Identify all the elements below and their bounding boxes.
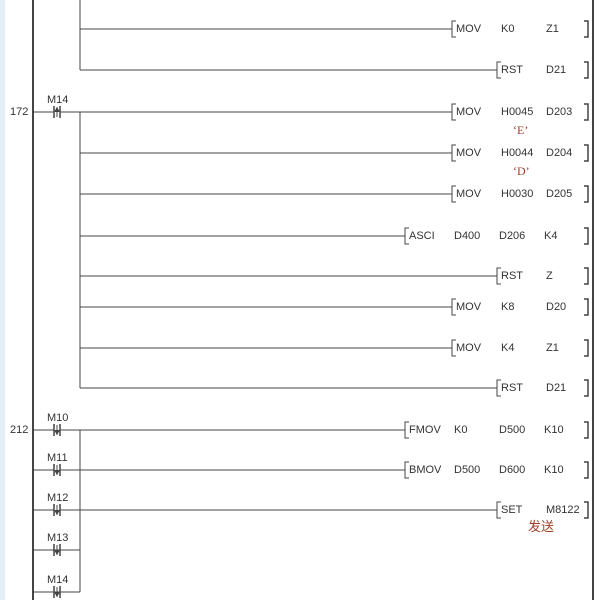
instruction-mnemonic[interactable]: RST: [501, 270, 523, 282]
instruction-close-bracket: [584, 379, 589, 397]
instruction-operand[interactable]: K4: [544, 230, 558, 242]
instruction-operand[interactable]: K8: [501, 301, 515, 313]
instruction-close-bracket: [584, 267, 589, 285]
instruction-mnemonic[interactable]: MOV: [456, 106, 482, 118]
instruction-operand[interactable]: Z: [546, 270, 553, 282]
instruction-operand[interactable]: Z1: [546, 23, 559, 35]
instruction-open-bracket: [403, 421, 409, 439]
instruction-mnemonic[interactable]: RST: [501, 64, 523, 76]
instruction-operand[interactable]: Z1: [546, 342, 559, 354]
contact-label: M13: [47, 532, 69, 544]
instruction-open-bracket: [450, 298, 456, 316]
instruction-close-bracket: [584, 339, 589, 357]
instruction-open-bracket: [450, 103, 456, 121]
contact-m14[interactable]: [48, 106, 66, 118]
instruction-operand[interactable]: K0: [454, 424, 468, 436]
instruction-mnemonic[interactable]: BMOV: [409, 464, 442, 476]
step-number: 172: [10, 106, 29, 118]
instruction-close-bracket: [584, 20, 589, 38]
instruction-open-bracket: [450, 20, 456, 38]
instruction-operand[interactable]: D500: [454, 464, 481, 476]
instruction-open-bracket: [495, 61, 501, 79]
contact-label: M12: [47, 492, 69, 504]
instruction-mnemonic[interactable]: MOV: [456, 342, 482, 354]
instruction-operand[interactable]: D500: [499, 424, 526, 436]
instruction-open-bracket: [495, 501, 501, 519]
window-edge: [0, 0, 5, 600]
instruction-mnemonic[interactable]: ASCI: [409, 230, 435, 242]
instruction-operand[interactable]: D600: [499, 464, 526, 476]
instruction-close-bracket: [584, 461, 589, 479]
contact-label: M14: [47, 574, 69, 586]
instruction-open-bracket: [403, 227, 409, 245]
device-comment: 发送: [528, 520, 555, 535]
instruction-open-bracket: [450, 185, 456, 203]
instruction-mnemonic[interactable]: MOV: [456, 147, 482, 159]
instruction-close-bracket: [584, 227, 589, 245]
instruction-open-bracket: [495, 267, 501, 285]
contact-label: M11: [47, 452, 68, 464]
instruction-close-bracket: [584, 185, 589, 203]
contact-m11[interactable]: [48, 464, 66, 476]
device-comment: ‘E’: [513, 123, 529, 137]
instruction-open-bracket: [450, 339, 456, 357]
instruction-operand[interactable]: K0: [501, 23, 515, 35]
instruction-operand[interactable]: H0045: [501, 106, 534, 118]
step-number: 212: [10, 424, 29, 436]
contact-m10[interactable]: [48, 424, 66, 436]
instruction-operand[interactable]: H0030: [501, 188, 534, 200]
instruction-operand[interactable]: M8122: [546, 504, 580, 516]
instruction-operand[interactable]: K10: [544, 464, 564, 476]
instruction-close-bracket: [584, 61, 589, 79]
instruction-operand[interactable]: D21: [546, 382, 567, 394]
instruction-operand[interactable]: D203: [546, 106, 573, 118]
instruction-operand[interactable]: D20: [546, 301, 567, 313]
instruction-operand[interactable]: K10: [544, 424, 564, 436]
instruction-close-bracket: [584, 421, 589, 439]
instruction-open-bracket: [403, 461, 409, 479]
instruction-close-bracket: [584, 501, 589, 519]
instruction-mnemonic[interactable]: MOV: [456, 188, 482, 200]
instruction-mnemonic[interactable]: FMOV: [409, 424, 441, 436]
instruction-operand[interactable]: H0044: [501, 147, 534, 159]
instruction-operand[interactable]: D205: [546, 188, 573, 200]
instruction-operand[interactable]: D206: [499, 230, 526, 242]
contact-m12[interactable]: [48, 504, 66, 516]
instruction-mnemonic[interactable]: RST: [501, 382, 523, 394]
instruction-close-bracket: [584, 298, 589, 316]
instruction-open-bracket: [495, 379, 501, 397]
device-comment: ‘D’: [513, 164, 530, 178]
contact-label: M10: [47, 412, 69, 424]
instruction-mnemonic[interactable]: SET: [501, 504, 523, 516]
instruction-mnemonic[interactable]: MOV: [456, 301, 482, 313]
instruction-mnemonic[interactable]: MOV: [456, 23, 482, 35]
instruction-operand[interactable]: D204: [546, 147, 573, 159]
instruction-open-bracket: [450, 144, 456, 162]
instruction-close-bracket: [584, 144, 589, 162]
contact-label: M14: [47, 94, 69, 106]
instruction-operand[interactable]: K4: [501, 342, 515, 354]
instruction-close-bracket: [584, 103, 589, 121]
instruction-operand[interactable]: D400: [454, 230, 481, 242]
instruction-operand[interactable]: D21: [546, 64, 567, 76]
